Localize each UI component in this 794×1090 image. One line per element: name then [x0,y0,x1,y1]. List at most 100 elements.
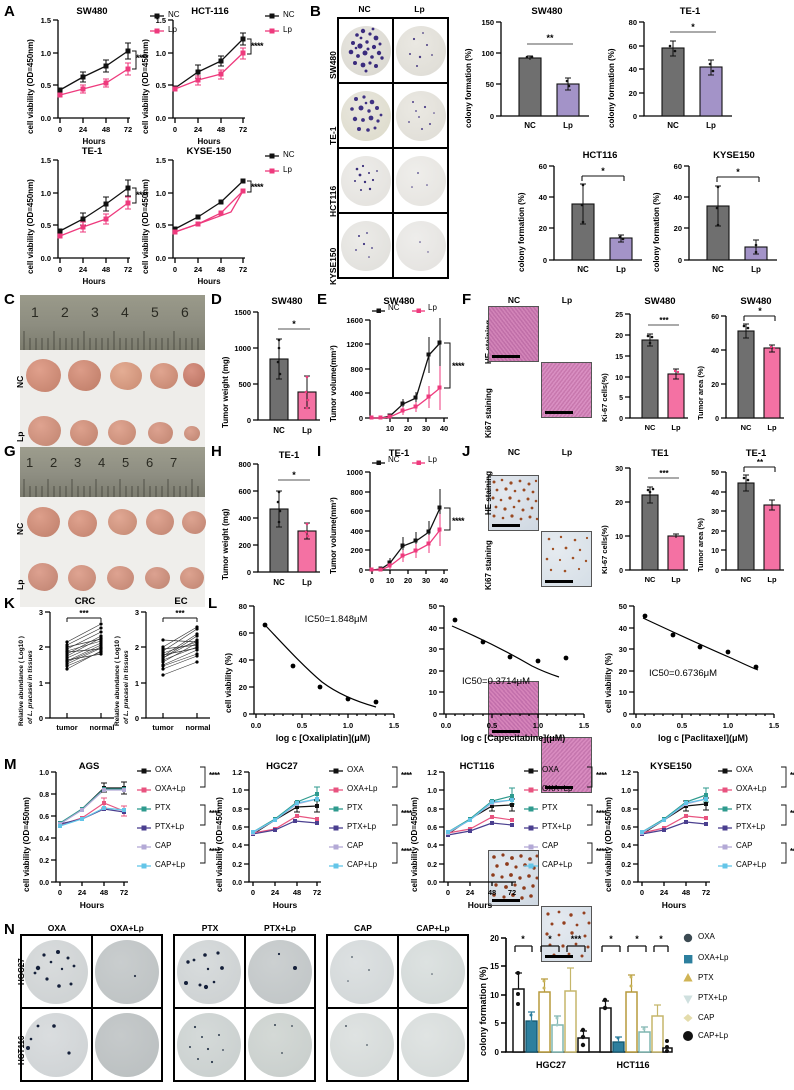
chart-title: KYSE150 [650,761,692,772]
bar-chart-svg: 60 40 20 0 * NC Lp [711,306,784,432]
line-chart-svg: 1600 1200 800 400 0 10 20 30 40 [346,316,451,433]
svg-text:0: 0 [173,265,177,274]
legend-label-nc: NC [283,150,295,159]
svg-text:0: 0 [251,888,255,897]
svg-text:200: 200 [350,546,363,555]
panel-l-chart-capecitabine: 50 40 30 20 10 0 0.0 0.5 1.0 1.5 log c [Capecita… [408,598,598,753]
svg-text:5: 5 [122,455,129,470]
svg-text:0.0: 0.0 [427,880,437,887]
panel-i-chart: TE-1 Tumor volume(mm³) 1000 800 600 400 200 0… [324,448,465,603]
panel-e-legend: NC Lp [372,303,460,317]
svg-text:**: ** [757,458,764,467]
svg-text:0: 0 [678,256,682,265]
svg-text:1.0: 1.0 [343,721,353,730]
svg-text:*: * [292,470,296,480]
svg-text:24: 24 [194,125,203,134]
svg-text:72: 72 [239,125,247,134]
svg-text:24: 24 [660,888,669,897]
svg-text:IC50=0.6736μM: IC50=0.6736μM [649,668,717,679]
panel-letter-c: C [4,291,15,308]
panel-m-legend-4: OXA OXA+Lp PTX PTX+Lp CAP CAP+Lp **** **… [717,765,794,885]
svg-text:NC: NC [741,575,752,584]
svg-text:1.0: 1.0 [533,721,543,730]
svg-text:25: 25 [615,312,623,319]
svg-text:15: 15 [615,354,623,361]
legend-label-oxa-lp: OXA+Lp [155,784,186,793]
svg-text:normal: normal [89,723,114,732]
row-label-kyse150: KYSE150 [328,247,338,285]
svg-text:log c [Paclitaxel](μM): log c [Paclitaxel](μM) [658,733,748,743]
chart-title: TE-1 [679,6,701,17]
plate-cell-hct116-ptx-lp [244,1008,315,1081]
line-chart-svg: 1.0 0.8 0.6 0.4 0.2 0.0 0 24 48 72 Hours [39,770,128,910]
panel-j-col-header-nc: NC [507,447,521,457]
svg-text:20: 20 [711,382,719,389]
chart-title: EC [174,596,188,607]
svg-text:0.5: 0.5 [41,221,51,230]
panel-j-chart-ki67: TE1 KI-67 cells(%) 30 20 10 0 *** NC Lp [596,448,696,603]
panel-f-col-header-nc: NC [507,295,521,305]
y-axis-label: KI-67 cells(%) [600,525,609,574]
svg-text:20: 20 [711,529,719,536]
legend-label-oxa-lp: OXA+Lp [347,784,378,793]
panel-m-chart-hct116: HCT116 cell viability (OD=450nm) 1.2 1.0 0… [404,760,520,915]
svg-text:3: 3 [39,608,43,617]
svg-text:HCT116: HCT116 [616,1060,649,1070]
svg-text:HGC27: HGC27 [536,1060,566,1070]
significance-marker-1: **** [209,771,220,780]
svg-text:1.5: 1.5 [389,721,399,730]
panel-c-ruler: 1 2 3 4 5 6 [20,295,205,350]
plate-cell-sw480-nc [338,18,393,83]
svg-text:tumor: tumor [56,723,77,732]
svg-text:normal: normal [185,723,210,732]
panel-m-chart-kyse150: KYSE150 cell viability (OD=450nm) 1.2 1.0… [598,760,714,915]
y-axis-label: colony formation (%) [517,192,526,272]
significance-marker: **** [452,516,465,526]
panel-j-chart-tumor-area: TE-1 Tumor area (%) 50 40 30 20 10 0 ** NC Lp [692,448,792,603]
svg-text:0.0: 0.0 [441,721,451,730]
plate-cell-hgc27-cap [327,935,398,1008]
svg-text:50: 50 [619,602,627,611]
svg-text:1600: 1600 [346,316,363,325]
svg-text:24: 24 [466,888,475,897]
svg-text:40: 40 [711,348,719,355]
svg-text:20: 20 [615,333,623,340]
svg-text:40: 40 [674,193,682,202]
panel-letter-f: F [462,291,472,308]
svg-text:48: 48 [102,125,110,134]
bar-chart-svg: 25 20 15 10 5 0 *** NC Lp [615,312,688,432]
y-axis-label: Ki-67 cells(%) [600,373,609,422]
svg-text:1.5: 1.5 [579,721,589,730]
panel-n-col-header-ptx-lp: PTX+Lp [264,923,296,933]
plate-cell-hct116-cap [327,1008,398,1081]
y-axis-label: colony formation (%) [464,48,473,128]
svg-text:0: 0 [247,568,251,577]
significance-marker-2: **** [401,809,412,818]
svg-text:72: 72 [508,888,516,897]
svg-text:0.4: 0.4 [427,843,437,850]
bar-chart-svg: 800 600 400 200 0 * NC Lp [238,460,320,587]
svg-text:Lp: Lp [751,265,761,274]
svg-text:0: 0 [543,256,547,265]
svg-text:*: * [736,167,740,177]
svg-text:150: 150 [481,18,494,27]
legend-label-cap: CAP [347,841,364,850]
grouped-bar-chart-svg: 20 15 10 5 0 [490,934,673,1070]
svg-text:0.2: 0.2 [427,862,437,869]
legend-label-oxa: OXA [155,765,172,774]
panel-c-row-label-lp: Lp [15,431,25,442]
svg-text:6: 6 [146,455,153,470]
svg-text:50: 50 [429,602,437,611]
svg-text:NC: NC [645,575,656,584]
significance-marker-3: **** [209,847,220,856]
panel-n-plate-group-cap [326,934,469,1082]
svg-text:30: 30 [711,509,719,516]
legend-label-oxa-lp: OXA+Lp [698,953,729,962]
plate-cell-hct116-oxa [21,1008,92,1081]
legend-label-cap: CAP [698,1013,715,1022]
legend-label-cap-lp: CAP+Lp [542,860,573,869]
panel-f-chart-tumor-area: SW480 Tumor area (%) 60 40 20 0 * NC Lp [692,296,792,451]
svg-text:0.5: 0.5 [156,81,166,90]
svg-text:30: 30 [429,645,437,654]
svg-text:800: 800 [350,488,363,497]
